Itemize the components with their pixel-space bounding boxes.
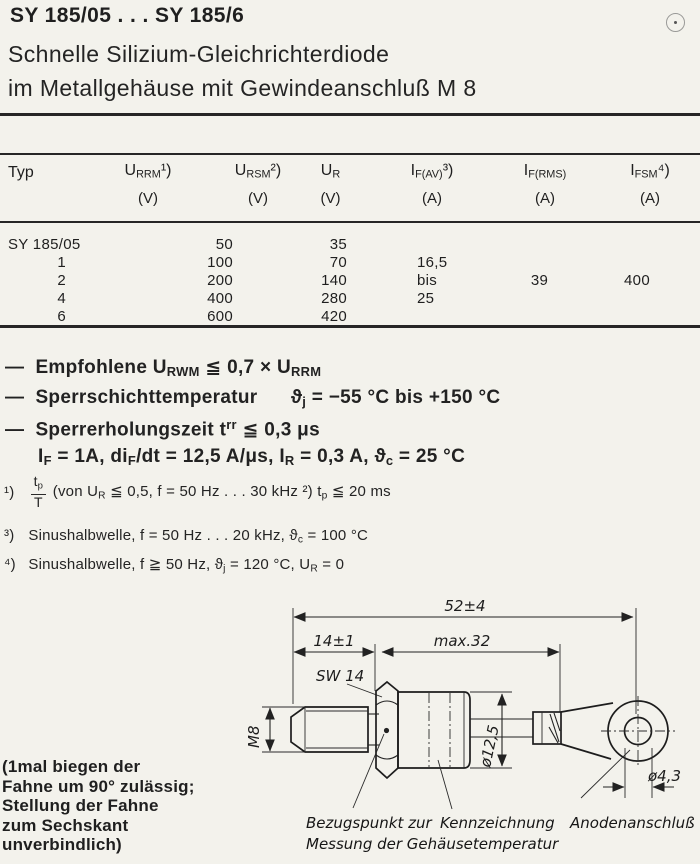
footnote-4-text: Sinushalbwelle, f ≧ 50 Hz, ϑj = 120 °C, … bbox=[28, 556, 345, 575]
page-title: SY 185/05 . . . SY 185/6 bbox=[10, 4, 245, 27]
leader-lines bbox=[352, 733, 631, 810]
table-cell-ifav: 16,5 bbox=[417, 254, 448, 271]
footnote-1-fraction: tp T bbox=[31, 474, 46, 509]
svg-text:M8: M8 bbox=[245, 726, 263, 749]
label-anode-terminal: Anodenanschluß bbox=[569, 814, 695, 832]
note-reverse-recovery: — Sperrerholungszeit trr ≦ 0,3 μs bbox=[5, 417, 320, 441]
table-cell-ifsm: 400 bbox=[624, 272, 650, 289]
lead-wire bbox=[470, 718, 533, 738]
table-header-rule bbox=[0, 221, 700, 223]
footnote-1-text: (von UR ≦ 0,5, f = 50 Hz . . . 30 kHz ²)… bbox=[52, 483, 391, 502]
table-cell-typ: 4 bbox=[57, 290, 66, 307]
column-header-ursm: URSM²) bbox=[234, 162, 282, 181]
reference-dot bbox=[383, 727, 390, 734]
unit-label: (V) bbox=[248, 190, 268, 207]
unit-label: (A) bbox=[422, 190, 442, 207]
table-cell-urrm: 400 bbox=[207, 290, 233, 307]
column-header-urrm: URRM¹) bbox=[124, 162, 172, 181]
table-cell-typ: 6 bbox=[57, 308, 66, 325]
unit-label: (A) bbox=[640, 190, 660, 207]
anode-flag bbox=[560, 696, 675, 766]
unit-label: (V) bbox=[138, 190, 158, 207]
svg-text:SW 14: SW 14 bbox=[316, 667, 364, 685]
footnote-4-marker: ⁴) bbox=[4, 556, 16, 573]
dimension-d125: ø12,5 bbox=[470, 691, 512, 770]
label-reference-point: Bezugspunkt zur bbox=[306, 814, 432, 832]
table-cell-ur: 140 bbox=[321, 272, 347, 289]
table-cell-ur: 35 bbox=[329, 236, 347, 253]
column-header-ifav: IF(AV)³) bbox=[410, 162, 454, 181]
table-cell-ur: 70 bbox=[329, 254, 347, 271]
dimension-14: 14±1 bbox=[293, 632, 376, 691]
svg-text:14±1: 14±1 bbox=[313, 632, 354, 650]
footnote-4: ⁴) Sinushalbwelle, f ≧ 50 Hz, ϑj = 120 °… bbox=[4, 555, 344, 575]
note-test-conditions: IF = 1A, diF/dt = 12,5 A/μs, IR = 0,3 A,… bbox=[38, 446, 466, 469]
footnote-1: ¹) tp T (von UR ≦ 0,5, f = 50 Hz . . . 3… bbox=[4, 474, 391, 510]
dimension-m8: M8 bbox=[245, 706, 304, 753]
subtitle-line-2: im Metallgehäuse mit Gewindeanschluß M 8 bbox=[8, 75, 477, 101]
punch-hole-mark-icon bbox=[666, 13, 685, 32]
svg-text:ø12,5: ø12,5 bbox=[476, 723, 503, 769]
crimp-sleeve bbox=[532, 711, 562, 745]
table-cell-urrm: 600 bbox=[207, 308, 233, 325]
dimension-d43: ø4,3 bbox=[603, 748, 681, 798]
table-cell-urrm: 50 bbox=[215, 236, 233, 253]
svg-text:max.32: max.32 bbox=[434, 632, 491, 650]
column-header-ifsm: IFSM⁴) bbox=[630, 162, 670, 181]
dimension-52: 52±4 bbox=[292, 597, 637, 714]
table-top-rule bbox=[0, 153, 700, 155]
table-cell-typ: 1 bbox=[57, 254, 66, 271]
svg-text:52±4: 52±4 bbox=[444, 597, 485, 615]
table-cell-typ: SY 185/05 bbox=[8, 236, 81, 253]
subtitle-line-1: Schnelle Silizium-Gleichrichterdiode bbox=[8, 41, 390, 67]
package-outline-drawing: 52±4 14±1 max.32 SW 14 M8 bbox=[245, 597, 695, 853]
footnote-3-text: Sinushalbwelle, f = 50 Hz . . . 20 kHz, … bbox=[28, 527, 369, 546]
table-cell-ifrms: 39 bbox=[530, 272, 549, 289]
table-cell-urrm: 200 bbox=[207, 272, 233, 289]
footnote-1-marker: ¹) bbox=[4, 483, 15, 501]
table-cell-typ: 2 bbox=[57, 272, 66, 289]
note-urwm: — Empfohlene URWM ≦ 0,7 × URRM bbox=[5, 357, 322, 380]
note-junction-temperature: — Sperrschichttemperatur ϑj = −55 °C bis… bbox=[5, 387, 501, 410]
table-cell-ur: 280 bbox=[321, 290, 347, 307]
bend-tab-note: (1mal biegen der Fahne um 90° zulässig; … bbox=[2, 757, 195, 854]
unit-label: (A) bbox=[535, 190, 555, 207]
table-bottom-rule bbox=[0, 325, 700, 328]
column-header-ur: UR bbox=[320, 162, 341, 181]
column-header-ifrms: IF(RMS) bbox=[523, 162, 567, 181]
table-cell-ifav: bis bbox=[417, 272, 438, 289]
label-reference-point-2: Messung der Gehäusetemperatur bbox=[306, 835, 559, 853]
unit-label: (V) bbox=[320, 190, 341, 207]
dimension-max32: max.32 bbox=[381, 632, 561, 712]
table-cell-ifav: 25 bbox=[417, 290, 435, 307]
stud-thread bbox=[290, 706, 379, 753]
label-sw14: SW 14 bbox=[316, 667, 383, 698]
table-cell-urrm: 100 bbox=[207, 254, 233, 271]
column-header-typ: Typ bbox=[8, 164, 34, 181]
header-divider bbox=[0, 113, 700, 116]
table-cell-ur: 420 bbox=[321, 308, 347, 325]
footnote-3: ³) Sinushalbwelle, f = 50 Hz . . . 20 kH… bbox=[4, 527, 368, 546]
label-marking: Kennzeichnung bbox=[440, 814, 555, 832]
footnote-3-marker: ³) bbox=[4, 527, 15, 544]
svg-text:ø4,3: ø4,3 bbox=[647, 767, 681, 785]
page-subtitle: Schnelle Silizium-Gleichrichterdiode im … bbox=[8, 37, 477, 105]
diode-body bbox=[397, 691, 471, 769]
drawing-labels: Bezugspunkt zur Messung der Gehäusetempe… bbox=[306, 814, 695, 853]
